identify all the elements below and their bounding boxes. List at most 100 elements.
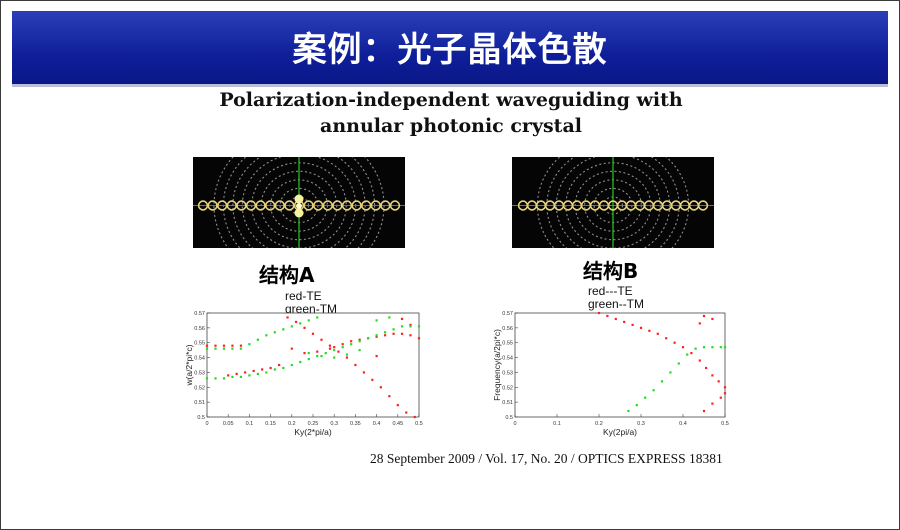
x-axis-label: Ky(2*pi/a) xyxy=(294,427,331,437)
data-point xyxy=(273,368,276,371)
y-tick-label: 0.55 xyxy=(194,341,205,347)
data-point xyxy=(350,343,353,346)
data-point xyxy=(239,375,243,378)
data-point xyxy=(324,352,327,355)
data-point xyxy=(354,363,357,367)
data-point xyxy=(388,316,391,319)
data-point xyxy=(303,352,306,355)
x-tick-label: 0.25 xyxy=(308,421,319,427)
data-point xyxy=(316,350,319,353)
x-tick-label: 0.3 xyxy=(637,421,645,427)
data-point xyxy=(673,341,676,344)
data-point xyxy=(244,371,247,374)
structure-b-image xyxy=(512,136,714,275)
y-tick-label: 0.57 xyxy=(502,311,513,317)
rod xyxy=(207,200,218,211)
y-tick-label: 0.56 xyxy=(194,326,205,332)
y-tick-label: 0.54 xyxy=(194,356,205,362)
data-point xyxy=(294,320,298,324)
data-point xyxy=(239,347,243,350)
data-point xyxy=(392,332,395,335)
data-point xyxy=(400,317,404,321)
x-tick-label: 0.1 xyxy=(246,421,254,427)
x-tick-label: 0.2 xyxy=(288,421,296,427)
data-point xyxy=(333,356,336,359)
legend-b: red---TE green--TM xyxy=(588,285,644,311)
y-tick-label: 0.5 xyxy=(505,415,513,421)
legend-b-tm: green--TM xyxy=(588,297,645,311)
x-tick-label: 0.5 xyxy=(415,421,423,427)
x-tick-label: 0.1 xyxy=(553,421,561,427)
data-point xyxy=(409,325,412,328)
rod xyxy=(245,200,257,211)
title-bar: 案例：光子晶体色散 xyxy=(12,11,888,87)
data-point xyxy=(639,326,643,329)
data-point xyxy=(290,325,293,328)
data-point xyxy=(328,347,332,350)
legend-a-tm: green-TM xyxy=(285,302,338,316)
data-point xyxy=(702,409,706,413)
y-tick-label: 0.5 xyxy=(197,415,205,421)
data-point xyxy=(371,378,374,381)
data-point xyxy=(261,368,264,371)
data-point xyxy=(290,363,293,367)
data-point xyxy=(606,314,609,318)
data-point xyxy=(231,344,234,347)
data-point xyxy=(656,332,659,335)
x-axis-label: Ky(2pi/a) xyxy=(603,427,637,437)
data-point xyxy=(698,359,701,362)
structure-a-label: 结构A xyxy=(259,263,315,287)
data-point xyxy=(652,389,655,392)
data-point xyxy=(719,396,722,399)
data-point xyxy=(723,386,727,389)
data-point xyxy=(379,386,382,389)
data-point xyxy=(375,319,378,322)
data-point xyxy=(299,322,302,325)
data-point xyxy=(231,375,234,378)
structure-a-image xyxy=(193,128,405,283)
y-tick-label: 0.55 xyxy=(502,341,513,347)
data-point xyxy=(660,380,664,383)
data-point xyxy=(345,353,349,356)
x-tick-label: 0.4 xyxy=(373,421,381,427)
data-point xyxy=(694,347,697,350)
data-point xyxy=(358,340,361,343)
x-tick-label: 0 xyxy=(513,421,516,427)
data-point xyxy=(235,372,238,376)
data-point xyxy=(320,354,323,358)
data-point xyxy=(273,331,276,334)
data-point xyxy=(269,366,272,370)
data-point xyxy=(303,326,306,329)
data-point xyxy=(282,328,285,331)
y-axis-label: Frequency(a/2pi*c) xyxy=(492,329,502,401)
x-tick-label: 0.05 xyxy=(223,421,234,427)
paper-title-line-1: Polarization-independent waveguiding wit… xyxy=(219,89,683,111)
data-point xyxy=(597,311,601,315)
data-point xyxy=(717,380,720,383)
data-point xyxy=(396,404,399,407)
data-point xyxy=(705,366,708,370)
data-point xyxy=(635,404,638,407)
y-tick-label: 0.53 xyxy=(194,370,205,376)
citation: 28 September 2009 / Vol. 17, No. 20 / OP… xyxy=(370,451,723,466)
data-point xyxy=(375,334,378,337)
data-point xyxy=(681,346,685,349)
defect-mode xyxy=(294,208,304,218)
data-point xyxy=(320,338,323,341)
data-point xyxy=(311,332,315,335)
data-point xyxy=(248,374,251,377)
data-point xyxy=(358,338,361,341)
data-point xyxy=(417,325,421,328)
rod xyxy=(197,200,209,211)
y-tick-label: 0.54 xyxy=(502,356,513,362)
data-point xyxy=(702,314,706,318)
rod xyxy=(226,200,237,211)
paper-title-line-2: annular photonic crystal xyxy=(320,115,582,137)
x-tick-label: 0.2 xyxy=(595,421,603,427)
data-point xyxy=(405,411,408,414)
rod xyxy=(389,200,401,211)
structure-b-label: 结构B xyxy=(583,259,639,283)
data-point xyxy=(222,377,226,380)
x-tick-label: 0.4 xyxy=(679,421,687,427)
